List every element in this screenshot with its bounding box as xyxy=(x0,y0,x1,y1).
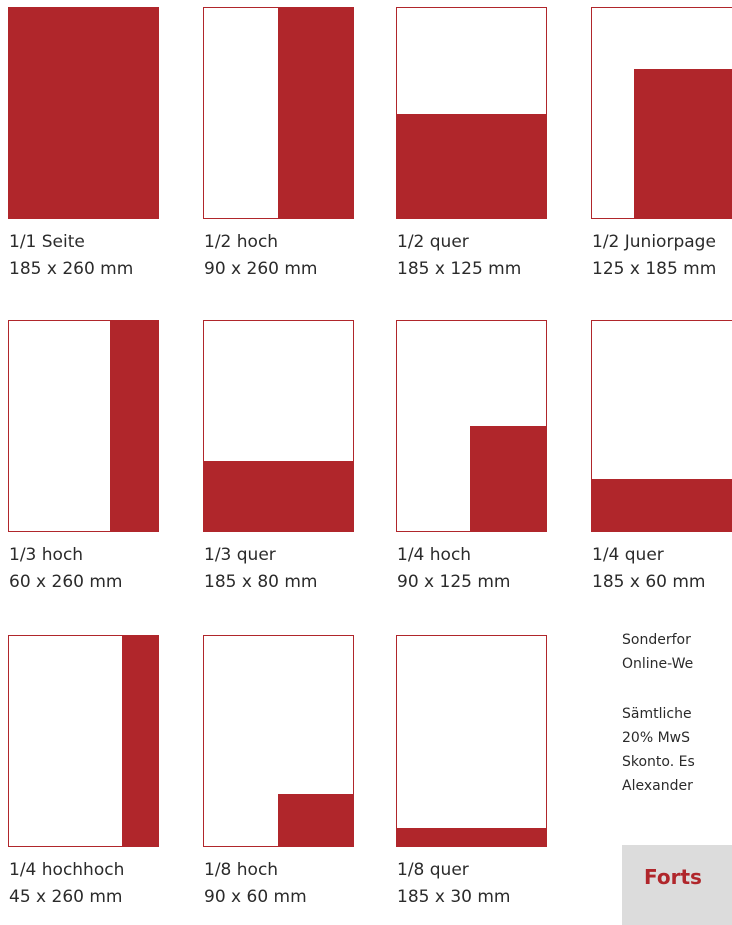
ad-area xyxy=(592,479,732,531)
format-label: 1/8 hoch 90 x 60 mm xyxy=(204,857,307,911)
format-label: 1/2 hoch 90 x 260 mm xyxy=(204,229,317,283)
ad-area xyxy=(122,636,158,846)
format-label: 1/3 quer 185 x 80 mm xyxy=(204,542,317,596)
format-name: 1/2 Juniorpage xyxy=(592,232,716,252)
format-size: 185 x 30 mm xyxy=(397,887,511,907)
sidebar-line: Sämtliche xyxy=(622,706,692,722)
format-name: 1/3 hoch xyxy=(9,545,84,565)
format-name: 1/2 quer xyxy=(397,232,469,252)
format-box xyxy=(396,635,547,847)
ad-area xyxy=(397,114,546,218)
format-box xyxy=(8,7,159,219)
format-size: 185 x 125 mm xyxy=(397,259,522,279)
format-label: 1/1 Seite 185 x 260 mm xyxy=(9,229,133,283)
format-size: 60 x 260 mm xyxy=(9,572,123,592)
ad-area xyxy=(278,8,353,218)
format-size: 45 x 260 mm xyxy=(9,887,123,907)
button-label[interactable]: Forts xyxy=(644,865,702,889)
sidebar-line: Sonderfor xyxy=(622,632,691,648)
format-size: 90 x 60 mm xyxy=(204,887,307,907)
sidebar-line: 20% MwS xyxy=(622,730,690,746)
format-box xyxy=(591,320,732,532)
ad-area xyxy=(278,794,353,846)
format-label: 1/8 quer 185 x 30 mm xyxy=(397,857,510,911)
format-box xyxy=(396,7,547,219)
format-name: 1/4 hoch xyxy=(397,545,472,565)
format-box xyxy=(203,320,354,532)
format-label: 1/2 Juniorpage 125 x 185 mm xyxy=(592,229,716,283)
format-label: 1/4 hoch 90 x 125 mm xyxy=(397,542,510,596)
ad-area xyxy=(470,426,546,531)
ad-area xyxy=(110,321,158,531)
format-name: 1/4 quer xyxy=(592,545,664,565)
format-name: 1/8 hoch xyxy=(204,860,279,880)
format-size: 90 x 125 mm xyxy=(397,572,511,592)
format-box xyxy=(203,7,354,219)
sidebar-text-2: Sämtliche 20% MwS Skonto. Es Alexander xyxy=(622,702,695,798)
ad-area xyxy=(634,69,732,218)
format-label: 1/4 quer 185 x 60 mm xyxy=(592,542,705,596)
format-name: 1/8 quer xyxy=(397,860,469,880)
sidebar-line: Online-We xyxy=(622,656,694,672)
sidebar-line: Alexander xyxy=(622,778,693,794)
format-box xyxy=(396,320,547,532)
format-name: 1/3 quer xyxy=(204,545,276,565)
format-name: 1/1 Seite xyxy=(9,232,85,252)
format-label: 1/3 hoch 60 x 260 mm xyxy=(9,542,122,596)
sidebar-text-1: Sonderfor Online-We xyxy=(622,628,693,676)
ad-area xyxy=(9,8,158,218)
format-label: 1/4 hochhoch 45 x 260 mm xyxy=(9,857,124,911)
format-name: 1/2 hoch xyxy=(204,232,279,252)
continue-button[interactable]: Forts xyxy=(622,845,732,925)
format-box xyxy=(203,635,354,847)
format-size: 185 x 260 mm xyxy=(9,259,134,279)
format-box xyxy=(8,320,159,532)
ad-area xyxy=(397,828,546,846)
format-size: 90 x 260 mm xyxy=(204,259,318,279)
format-label: 1/2 quer 185 x 125 mm xyxy=(397,229,521,283)
format-size: 185 x 80 mm xyxy=(204,572,318,592)
sidebar-line: Skonto. Es xyxy=(622,754,695,770)
format-size: 125 x 185 mm xyxy=(592,259,717,279)
format-box xyxy=(8,635,159,847)
format-box xyxy=(591,7,732,219)
format-name: 1/4 hochhoch xyxy=(9,860,125,880)
ad-area xyxy=(204,461,353,531)
format-size: 185 x 60 mm xyxy=(592,572,706,592)
